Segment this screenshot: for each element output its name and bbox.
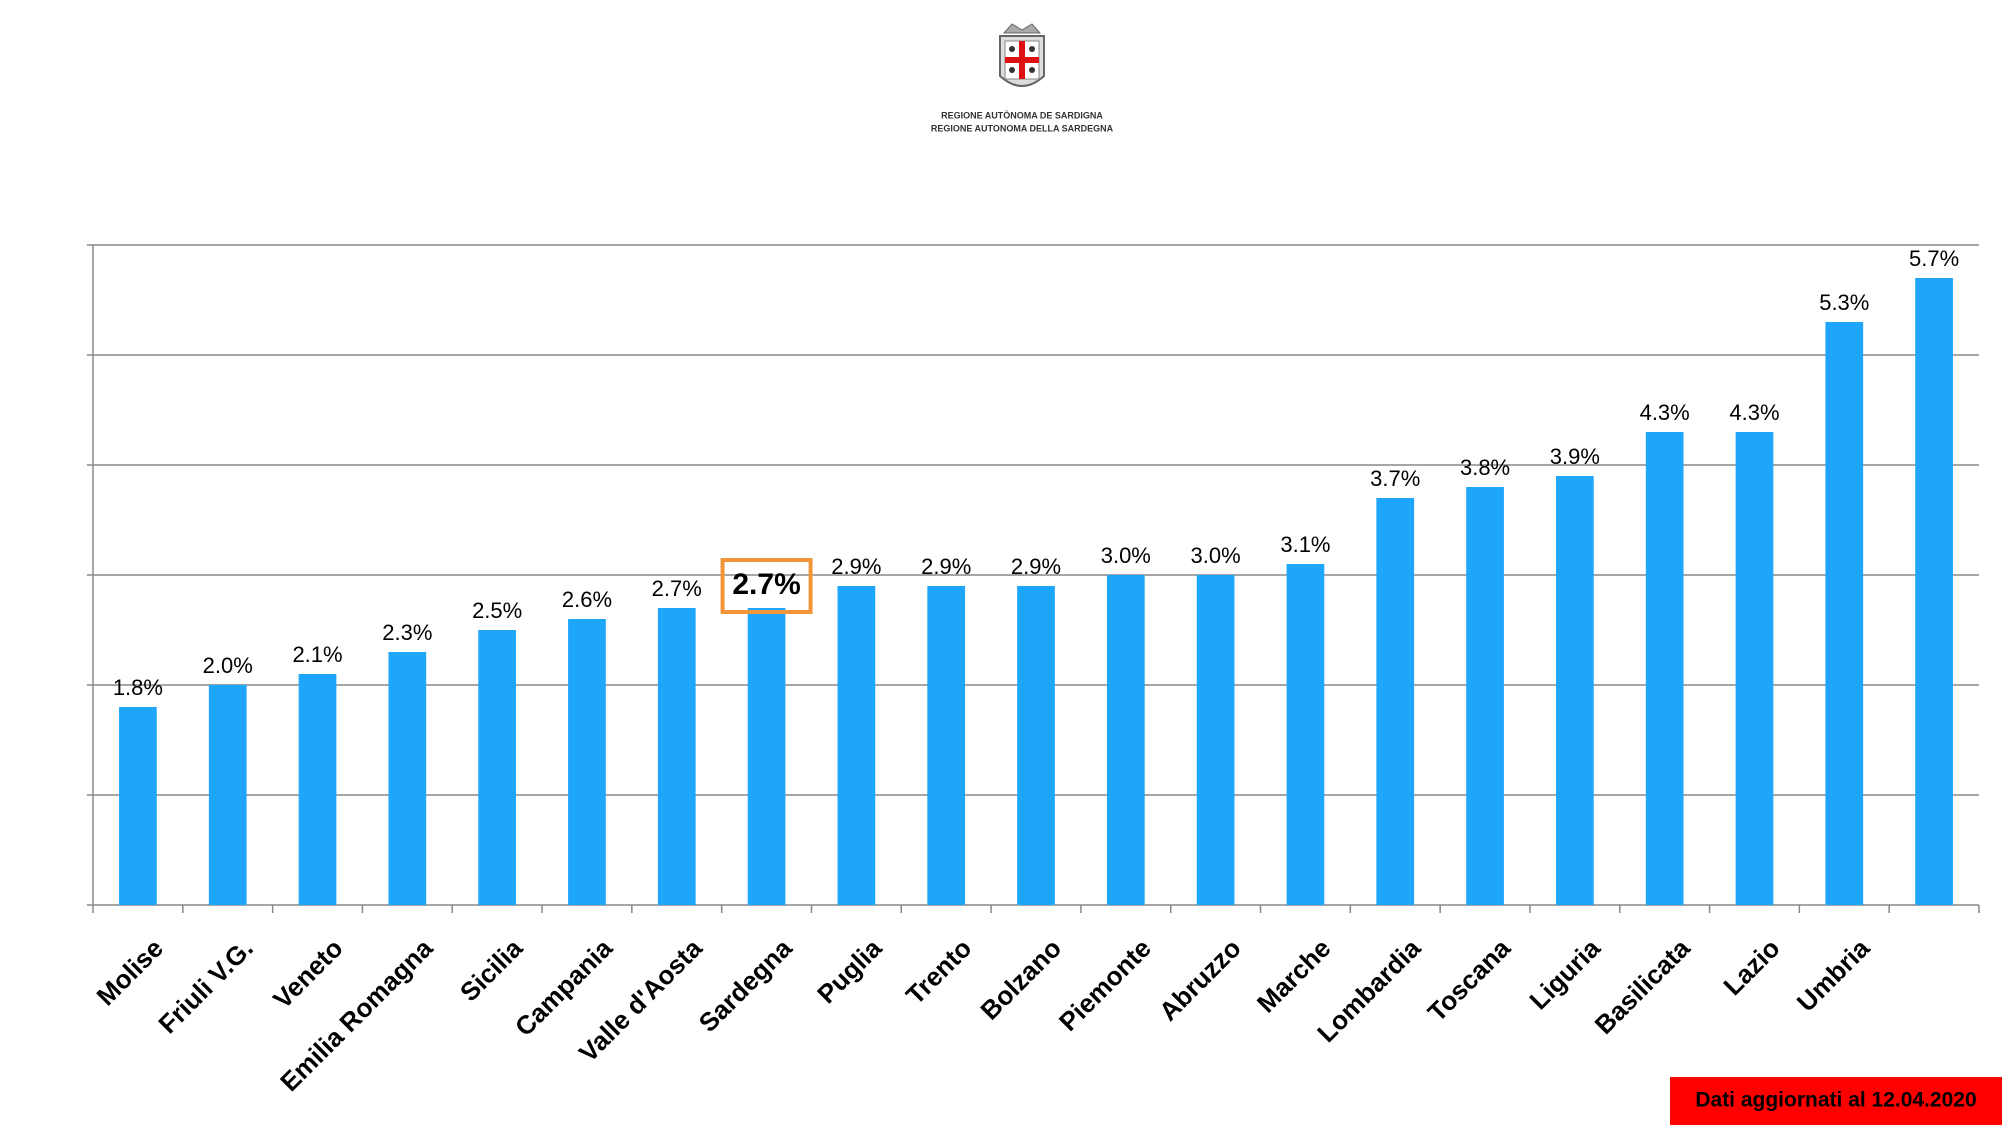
value-label: 3.7% <box>1370 466 1420 491</box>
bar <box>1466 487 1504 905</box>
bar <box>478 630 517 905</box>
x-tick-label: Sardegna <box>693 933 798 1038</box>
x-tick-label: Piemonte <box>1053 933 1157 1037</box>
value-label: 2.7% <box>732 568 800 601</box>
bar <box>927 586 966 905</box>
value-label: 5.3% <box>1819 290 1869 315</box>
value-label: 3.0% <box>1191 543 1241 568</box>
x-tick-label: Bolzano <box>974 933 1067 1026</box>
bar <box>1286 564 1325 905</box>
note-box <box>1670 1077 2002 1125</box>
value-label: 1.8% <box>113 675 163 700</box>
bar <box>568 619 606 905</box>
bar <box>1645 432 1684 905</box>
value-label: 4.3% <box>1640 400 1690 425</box>
x-tick-label: Puglia <box>811 933 888 1010</box>
x-tick-label: Lazio <box>1717 933 1785 1001</box>
bar <box>837 586 876 905</box>
x-tick-label: Basilicata <box>1589 933 1696 1040</box>
x-tick-label: Friuli V.G. <box>152 933 258 1039</box>
x-tick-label: Toscana <box>1422 933 1517 1028</box>
x-tick-label: Molise <box>91 933 169 1011</box>
bar <box>747 608 786 905</box>
value-label: 4.3% <box>1729 400 1779 425</box>
x-tick-label: Abruzzo <box>1153 933 1247 1027</box>
x-tick-label: Marche <box>1251 933 1337 1019</box>
bar <box>119 707 157 905</box>
bar <box>1735 432 1774 905</box>
value-label: 5.7% <box>1909 246 1959 271</box>
x-tick-label: Umbria <box>1791 933 1876 1018</box>
value-label: 2.3% <box>382 620 432 645</box>
bar <box>1017 586 1055 905</box>
value-label: 2.7% <box>652 576 702 601</box>
x-tick-label: Emilia Romagna <box>274 933 439 1098</box>
x-tick-label: Liguria <box>1523 933 1606 1016</box>
value-label: 3.8% <box>1460 455 1510 480</box>
bar <box>388 652 427 905</box>
value-label: 2.6% <box>562 587 612 612</box>
bar <box>657 608 696 905</box>
bar <box>1196 575 1235 905</box>
value-label: 2.1% <box>292 642 342 667</box>
value-label: 2.9% <box>831 554 881 579</box>
bar <box>1825 322 1864 905</box>
bar <box>1555 476 1594 905</box>
x-tick-label: Sicilia <box>454 933 529 1008</box>
value-label: 3.1% <box>1280 532 1330 557</box>
value-label: 2.5% <box>472 598 522 623</box>
bar <box>1106 575 1145 905</box>
bar <box>298 674 337 905</box>
bar <box>208 685 247 905</box>
x-tick-label: Veneto <box>267 933 348 1014</box>
value-label: 3.9% <box>1550 444 1600 469</box>
bar <box>1915 278 1953 905</box>
highlight-box <box>720 558 813 614</box>
value-label: 2.0% <box>203 653 253 678</box>
logo-text: REGIONE AUTONOMA DELLA SARDEGNA <box>931 123 1114 133</box>
x-tick-label: Trento <box>900 933 977 1010</box>
logo-text: REGIONE AUTÒNOMA DE SARDIGNA <box>941 109 1103 120</box>
bar <box>1376 498 1415 905</box>
logo <box>999 23 1045 87</box>
value-label: 3.0% <box>1101 543 1151 568</box>
value-label: 2.9% <box>1011 554 1061 579</box>
value-label: 2.9% <box>921 554 971 579</box>
note: Dati aggiornati al 12.04.2020 <box>1695 1089 1976 1112</box>
